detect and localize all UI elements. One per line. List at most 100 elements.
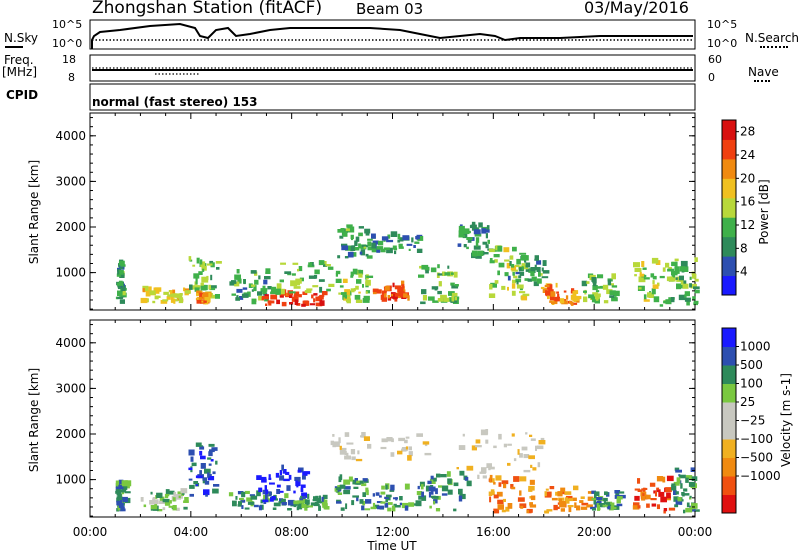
cpid-label: CPID	[6, 88, 39, 102]
velocity-cell	[694, 509, 700, 512]
power-cell	[641, 261, 645, 267]
velocity-cell	[263, 495, 267, 500]
velocity-cell	[381, 438, 388, 443]
velocity-cell	[265, 489, 269, 495]
power-cell	[518, 275, 522, 279]
power-cell	[662, 267, 666, 272]
velocity-colorbar-tick-label: 1000	[740, 340, 771, 354]
power-cell	[175, 299, 178, 302]
power-cell	[177, 294, 183, 299]
power-cell	[524, 258, 527, 263]
velocity-cell	[367, 443, 372, 449]
power-cell	[603, 300, 609, 304]
power-cell	[559, 298, 565, 304]
velocity-cell	[453, 482, 459, 487]
power-cell	[291, 296, 299, 302]
velocity-region	[188, 442, 220, 497]
velocity-cell	[435, 508, 441, 512]
power-cell	[178, 297, 184, 304]
power-cell	[118, 292, 124, 297]
velocity-cell	[244, 490, 250, 494]
velocity-cell	[596, 504, 600, 511]
velocity-cell	[301, 504, 307, 509]
power-cell	[549, 295, 555, 301]
power-cell	[319, 286, 323, 293]
velocity-cell	[209, 449, 215, 453]
velocity-colorbar-tick-label: −25	[740, 414, 765, 428]
freq-axis-right-top: 60	[708, 53, 722, 66]
velocity-cell	[115, 490, 119, 494]
power-colorbar: 4 8 12 16 20 24 28	[721, 119, 755, 296]
velocity-cell	[189, 493, 194, 497]
power-cell	[401, 284, 405, 289]
power-cell	[692, 296, 696, 300]
power-cell	[196, 297, 199, 300]
velocity-cell	[330, 440, 334, 446]
velocity-cell	[337, 492, 343, 495]
noise-panel-frame	[89, 19, 696, 50]
velocity-cell	[276, 489, 281, 494]
power-cell	[311, 294, 314, 299]
velocity-cell	[296, 485, 299, 488]
power-cell	[358, 232, 363, 237]
power-cell	[407, 295, 410, 301]
power-cell	[192, 264, 196, 267]
power-cell	[355, 285, 359, 290]
velocity-cell	[357, 450, 360, 455]
power-cell	[206, 263, 213, 266]
nsky-trace	[91, 22, 693, 49]
velocity-cell	[297, 503, 303, 510]
power-cell	[533, 281, 539, 287]
power-cell	[642, 267, 647, 270]
power-region	[633, 257, 676, 307]
power-cell	[358, 291, 361, 294]
power-cell	[119, 260, 125, 265]
velocity-cell	[279, 475, 285, 481]
velocity-cell	[207, 472, 210, 478]
power-cell	[469, 225, 475, 229]
power-region	[229, 268, 271, 305]
power-cell	[638, 287, 642, 290]
velocity-cell	[466, 480, 472, 487]
power-cell	[350, 275, 354, 278]
velocity-cell	[285, 471, 290, 475]
velocity-cell	[336, 501, 342, 504]
velocity-cell	[365, 499, 372, 504]
power-region	[670, 257, 700, 306]
power-cell	[416, 248, 423, 253]
velocity-cell	[523, 454, 530, 459]
power-cell	[215, 261, 222, 264]
velocity-cell	[386, 437, 393, 442]
velocity-cell	[302, 496, 306, 502]
velocity-cell	[480, 429, 488, 436]
power-cell	[344, 256, 349, 259]
power-cell	[474, 233, 482, 237]
velocity-cell	[596, 497, 603, 500]
power-colorbar-segment	[722, 120, 736, 140]
power-cell	[489, 258, 493, 262]
velocity-cell	[521, 446, 528, 451]
velocity-cell	[282, 469, 287, 474]
power-cell	[371, 248, 379, 253]
power-cell	[590, 296, 597, 300]
nsearch-line-legend	[760, 46, 788, 48]
velocity-cell	[427, 480, 432, 485]
power-cell	[325, 264, 331, 267]
power-cell	[342, 231, 348, 237]
power-cell	[358, 269, 364, 275]
time-axis-labels: 00:00 04:00 08:00 12:00 16:00 20:00 00:00	[73, 525, 713, 539]
power-cell	[691, 271, 696, 276]
velocity-cell	[493, 445, 497, 449]
velocity-cell	[501, 509, 506, 513]
power-cell	[541, 276, 549, 279]
time-tick-label: 00:00	[678, 525, 713, 539]
velocity-cell	[663, 510, 666, 514]
power-cell	[354, 240, 358, 246]
power-cell	[592, 281, 597, 287]
velocity-cell	[488, 491, 493, 496]
power-cell	[345, 228, 350, 232]
velocity-cell	[390, 452, 395, 457]
velocity-colorbar-tick-label: −100	[740, 432, 773, 446]
power-cell	[251, 298, 257, 305]
power-cell	[679, 266, 686, 272]
